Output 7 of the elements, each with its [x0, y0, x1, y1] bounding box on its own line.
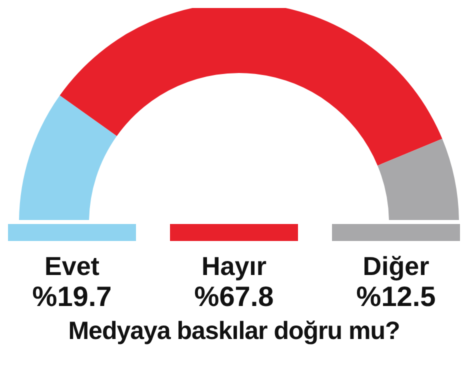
data-label: %67.8	[194, 281, 274, 313]
data-label: %19.7	[32, 281, 112, 313]
legend-label: Hayır	[201, 251, 267, 281]
legend-label: Evet	[44, 251, 100, 281]
data-label: %12.5	[356, 281, 436, 313]
legend-label: Diğer	[362, 251, 430, 281]
text: Medyaya baskılar doğru mu?	[67, 317, 401, 346]
